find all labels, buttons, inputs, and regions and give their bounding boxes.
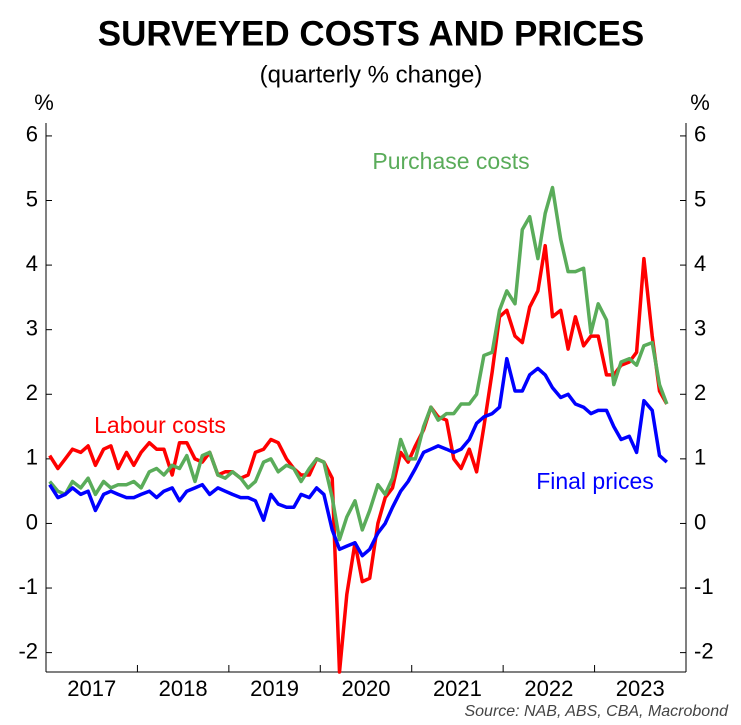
data-line (48, 243, 669, 674)
x-tick-label: 2018 (159, 676, 208, 701)
x-tick-label: 2022 (524, 676, 573, 701)
y2-tick-label: 4 (694, 251, 706, 276)
y-tick-label: 5 (26, 186, 38, 211)
series-label: Final prices (536, 468, 654, 494)
series-label: Labour costs (94, 412, 226, 438)
y2-tick-label: -2 (694, 638, 714, 663)
y-tick-label: 2 (26, 380, 38, 405)
x-tick-label: 2021 (433, 676, 482, 701)
y2-tick-label: 1 (694, 445, 706, 470)
y2-tick-label: 5 (694, 186, 706, 211)
y-unit: % (34, 90, 54, 115)
y-tick-label: 6 (26, 122, 38, 147)
y-tick-label: 1 (26, 445, 38, 470)
y2-tick-label: 3 (694, 315, 706, 340)
y-tick-label: -1 (18, 574, 38, 599)
y2-unit: % (690, 90, 710, 115)
series-label: Purchase costs (372, 148, 529, 174)
y-tick-label: 4 (26, 251, 38, 276)
y-tick-label: -2 (18, 638, 38, 663)
y-tick-label: 0 (26, 509, 38, 534)
x-tick-label: 2019 (250, 676, 299, 701)
x-tick-label: 2020 (342, 676, 391, 701)
y-tick-label: 3 (26, 315, 38, 340)
source-note: Source: NAB, ABS, CBA, Macrobond (464, 703, 729, 720)
data-line (48, 356, 668, 558)
x-tick-label: 2017 (67, 676, 116, 701)
data-line (48, 185, 669, 542)
chart-title: SURVEYED COSTS AND PRICES (98, 14, 645, 53)
x-tick-label: 2023 (616, 676, 665, 701)
y2-tick-label: 2 (694, 380, 706, 405)
y2-tick-label: 0 (694, 509, 706, 534)
y2-tick-label: 6 (694, 122, 706, 147)
chart-subtitle: (quarterly % change) (260, 61, 483, 88)
y2-tick-label: -1 (694, 574, 714, 599)
